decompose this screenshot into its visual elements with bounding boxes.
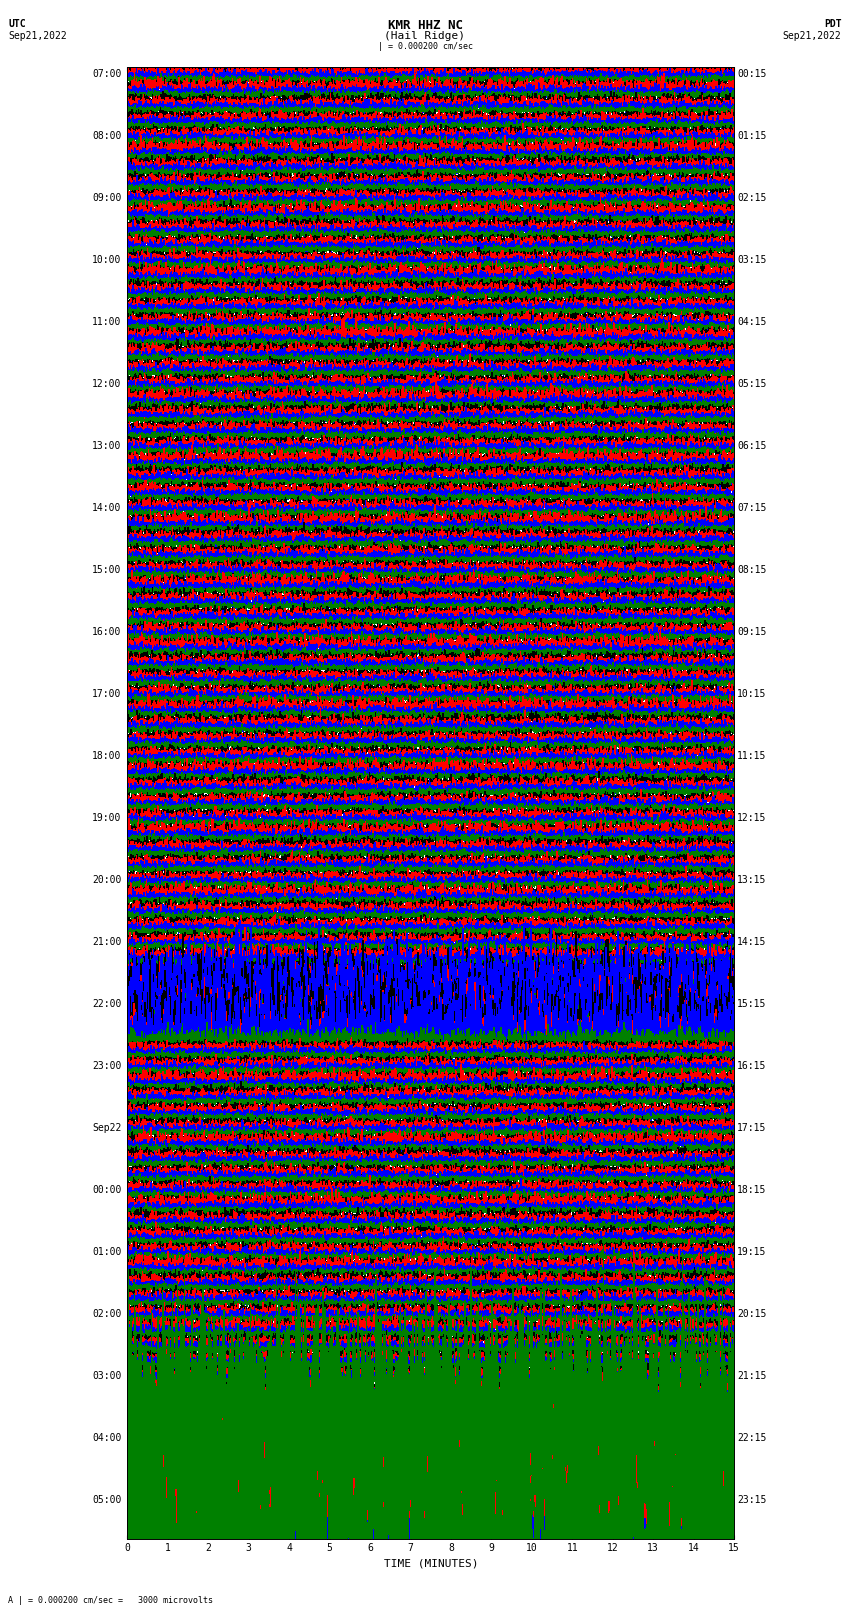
Text: 18:00: 18:00 [92,752,122,761]
Text: 14:00: 14:00 [92,503,122,513]
Text: 15:00: 15:00 [92,565,122,576]
Text: 12:00: 12:00 [92,379,122,389]
X-axis label: TIME (MINUTES): TIME (MINUTES) [383,1560,478,1569]
Text: 23:00: 23:00 [92,1061,122,1071]
Text: (Hail Ridge): (Hail Ridge) [384,31,466,40]
Text: 07:15: 07:15 [737,503,767,513]
Text: 03:15: 03:15 [737,255,767,265]
Text: 00:00: 00:00 [92,1186,122,1195]
Text: 10:00: 10:00 [92,255,122,265]
Text: 21:00: 21:00 [92,937,122,947]
Text: 16:15: 16:15 [737,1061,767,1071]
Text: 09:15: 09:15 [737,627,767,637]
Text: 18:15: 18:15 [737,1186,767,1195]
Text: 19:00: 19:00 [92,813,122,823]
Text: 04:15: 04:15 [737,318,767,327]
Text: 22:15: 22:15 [737,1432,767,1444]
Text: UTC: UTC [8,19,26,29]
Text: 12:15: 12:15 [737,813,767,823]
Text: Sep22: Sep22 [92,1123,122,1132]
Text: 22:00: 22:00 [92,998,122,1010]
Text: 03:00: 03:00 [92,1371,122,1381]
Text: 04:00: 04:00 [92,1432,122,1444]
Text: 10:15: 10:15 [737,689,767,698]
Text: 17:00: 17:00 [92,689,122,698]
Text: 13:00: 13:00 [92,442,122,452]
Text: 06:15: 06:15 [737,442,767,452]
Text: Sep21,2022: Sep21,2022 [783,31,842,40]
Text: 08:00: 08:00 [92,131,122,142]
Text: 05:00: 05:00 [92,1495,122,1505]
Text: A | = 0.000200 cm/sec =   3000 microvolts: A | = 0.000200 cm/sec = 3000 microvolts [8,1595,213,1605]
Text: 15:15: 15:15 [737,998,767,1010]
Text: 20:00: 20:00 [92,876,122,886]
Text: 02:00: 02:00 [92,1308,122,1319]
Text: 01:00: 01:00 [92,1247,122,1257]
Text: Sep21,2022: Sep21,2022 [8,31,67,40]
Text: 01:15: 01:15 [737,131,767,142]
Text: | = 0.000200 cm/sec: | = 0.000200 cm/sec [377,42,473,52]
Text: 08:15: 08:15 [737,565,767,576]
Text: 11:00: 11:00 [92,318,122,327]
Text: KMR HHZ NC: KMR HHZ NC [388,19,462,32]
Text: PDT: PDT [824,19,842,29]
Text: 09:00: 09:00 [92,194,122,203]
Text: 02:15: 02:15 [737,194,767,203]
Text: 07:00: 07:00 [92,69,122,79]
Text: 13:15: 13:15 [737,876,767,886]
Text: 19:15: 19:15 [737,1247,767,1257]
Text: 17:15: 17:15 [737,1123,767,1132]
Text: 21:15: 21:15 [737,1371,767,1381]
Text: 05:15: 05:15 [737,379,767,389]
Text: 16:00: 16:00 [92,627,122,637]
Text: 23:15: 23:15 [737,1495,767,1505]
Text: 00:15: 00:15 [737,69,767,79]
Text: 11:15: 11:15 [737,752,767,761]
Text: 14:15: 14:15 [737,937,767,947]
Text: 20:15: 20:15 [737,1308,767,1319]
